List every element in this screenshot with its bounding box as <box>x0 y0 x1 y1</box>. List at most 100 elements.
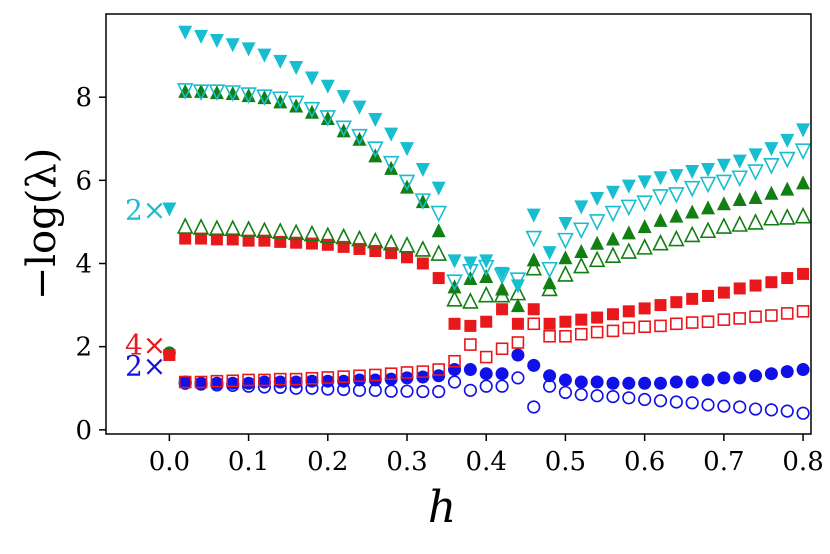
blue-filled-circles-point <box>574 375 588 389</box>
x-tick-label: 0.5 <box>545 447 586 477</box>
cyan-open-down-triangles-point <box>208 84 226 101</box>
green-open-up-triangles-point <box>731 215 749 232</box>
red-open-squares-point <box>178 375 192 389</box>
annotations: 2×4×2× <box>125 193 166 382</box>
red-filled-squares-point <box>702 289 715 302</box>
cyan-open-down-triangles-point <box>636 195 653 212</box>
red-filled-squares-point <box>401 251 414 264</box>
green-filled-up-triangles-point <box>701 200 716 215</box>
red-filled-squares-point <box>432 272 445 285</box>
blue-open-circles-point <box>590 389 604 403</box>
data-marks <box>162 25 812 420</box>
green-filled-up-triangles-point <box>764 185 779 200</box>
cyan-open-down-triangles-point <box>778 151 796 169</box>
blue-filled-circles-point <box>210 376 224 390</box>
cyan-open-down-triangles-point <box>224 85 242 102</box>
multiplicity-annotation: 2× <box>125 349 166 382</box>
red-open-squares-point <box>622 321 636 335</box>
cyan-open-down-triangles-point <box>446 274 463 292</box>
cyan-filled-down-triangles-point <box>637 175 652 190</box>
green-open-up-triangles-point <box>398 236 416 253</box>
red-filled-squares-point <box>305 237 318 250</box>
cyan-open-down-triangles-point <box>414 193 432 210</box>
green-open-up-triangles-point <box>176 217 194 234</box>
green-filled-up-triangles-point <box>209 85 224 100</box>
cyan-open-down-triangles-point <box>351 128 368 146</box>
cyan-open-down-triangles-point <box>572 222 590 240</box>
green-open-up-triangles-point <box>636 238 653 255</box>
red-filled-squares-point <box>559 315 572 328</box>
blue-filled-circles-point <box>543 369 557 383</box>
green-open-up-triangles-point <box>224 219 242 236</box>
cyan-filled-down-triangles-point <box>780 133 795 148</box>
cyan-filled-down-triangles-point <box>510 279 525 294</box>
blue-filled-circles-point <box>337 374 351 388</box>
red-open-squares-point <box>654 319 667 333</box>
red-open-squares-point <box>226 374 240 388</box>
blue-open-circles-point <box>701 398 715 412</box>
blue-filled-circles-point <box>448 363 462 377</box>
red-filled-squares-point <box>496 303 509 316</box>
cyan-open-down-triangles-point <box>604 205 622 223</box>
cyan-open-down-triangles-point <box>683 180 701 198</box>
green-open-up-triangles-point <box>572 256 590 274</box>
cyan-filled-down-triangles-point <box>495 266 510 281</box>
cyan-filled-down-triangles-point <box>447 254 462 269</box>
red-filled-squares-point <box>226 233 239 246</box>
cyan-filled-down-triangles-point <box>796 123 811 138</box>
blue-filled-circles-point <box>495 367 509 381</box>
red-open-squares-point <box>590 325 604 339</box>
cyan-open-down-triangles-point <box>382 155 400 173</box>
green-filled-up-triangles-point <box>336 123 351 138</box>
red-open-squares-point <box>273 372 287 386</box>
cyan-filled-down-triangles-point <box>732 154 747 169</box>
red-open-squares-point <box>527 317 541 331</box>
cyan-filled-down-triangles-point <box>653 171 668 186</box>
cyan-filled-down-triangles-point <box>574 200 589 215</box>
green-open-up-triangles-point <box>683 225 701 243</box>
cyan-filled-down-triangles-point <box>701 162 716 177</box>
red-open-squares-point <box>559 329 572 343</box>
y-tick-label: 6 <box>75 166 92 196</box>
blue-open-circles-point <box>558 385 573 400</box>
blue-filled-circles-point <box>463 363 477 377</box>
y-tick-label: 0 <box>75 416 92 446</box>
red-filled-squares-point <box>337 240 350 253</box>
blue-filled-circles-point <box>638 376 652 390</box>
cyan-open-down-triangles-point <box>588 214 606 231</box>
red-open-squares-point <box>479 350 493 364</box>
cyan-filled-down-triangles-point <box>352 100 367 115</box>
blue-open-circles-point <box>606 389 620 404</box>
multiplicity-annotation: 4× <box>125 329 166 362</box>
x-tick-label: 0.1 <box>228 447 269 477</box>
green-filled-up-triangles-point <box>273 94 288 109</box>
blue-open-circles-point <box>463 383 477 397</box>
x-axis: 0.0 0.1 0.2 0.3 0.4 0.5 0.6 0.7 0.8 <box>149 434 824 477</box>
green-filled-up-triangles-point <box>320 110 335 125</box>
green-filled-up-triangles-point <box>653 212 668 227</box>
red-open-squares-point <box>670 317 683 331</box>
blue-filled-circles-point <box>527 358 541 372</box>
cyan-open-down-triangles-point <box>271 91 289 109</box>
cyan-open-down-triangles-point <box>287 95 305 113</box>
green-filled-up-triangles-point <box>558 250 573 265</box>
cyan-filled-down-triangles-point <box>542 246 557 261</box>
cyan-filled-down-triangles-point <box>225 38 240 53</box>
green-open-up-triangles-point <box>287 223 305 241</box>
cyan-open-down-triangles-point <box>731 170 749 188</box>
cyan-filled-down-triangles-point <box>463 256 478 271</box>
red-open-squares-point <box>495 342 509 356</box>
green-open-up-triangles-point <box>557 265 574 282</box>
green-open-up-triangles-point <box>271 222 289 239</box>
cyan-filled-down-triangles-point <box>257 48 272 63</box>
red-filled-squares-point <box>321 238 334 251</box>
red-filled-squares-point <box>591 311 604 324</box>
cyan-filled-down-triangles-point <box>304 71 319 86</box>
red-open-squares-point <box>685 316 699 329</box>
red-filled-squares-point <box>274 235 287 248</box>
x-tick-label: 0.8 <box>782 447 823 477</box>
cyan-filled-down-triangles-point <box>384 127 399 142</box>
multiplicity-annotation: 2× <box>125 193 166 226</box>
cyan-filled-down-triangles-point <box>336 90 351 105</box>
red-open-squares-point <box>464 338 477 351</box>
